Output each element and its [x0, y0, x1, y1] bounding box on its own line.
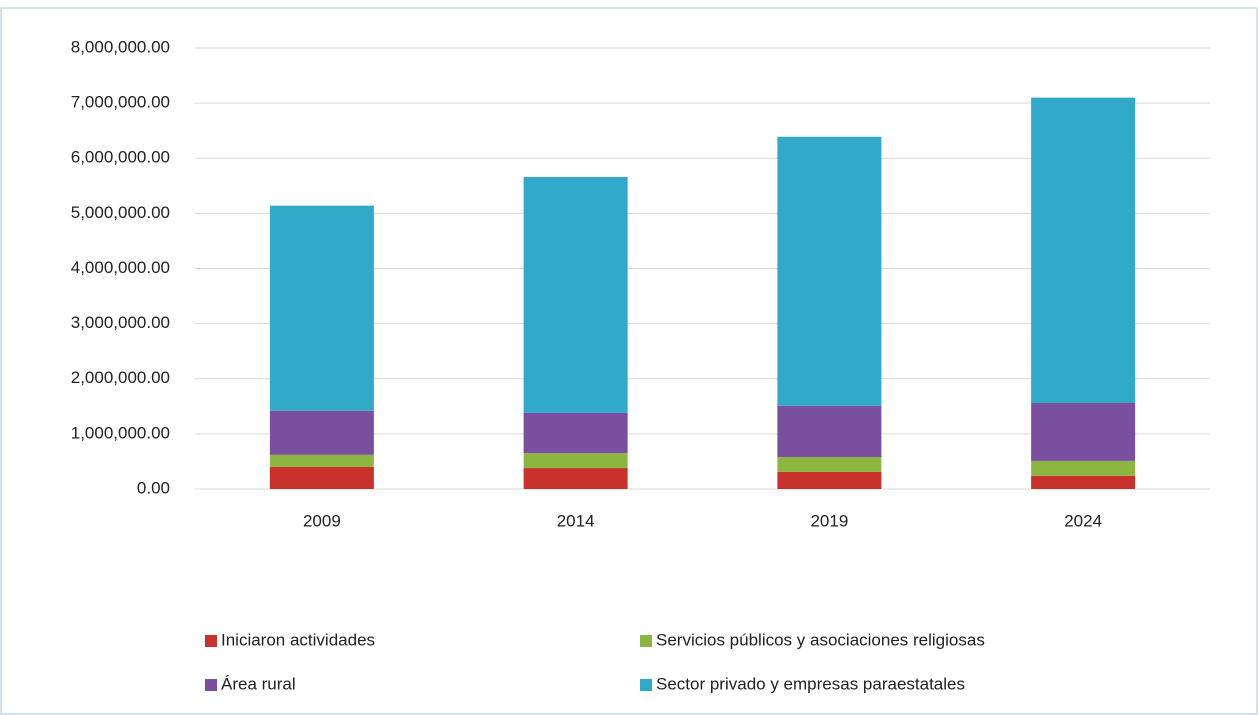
y-tick-label: 2,000,000.00 [71, 368, 170, 387]
bar-segment [1031, 475, 1136, 489]
legend-label: Sector privado y empresas paraestatales [656, 674, 965, 693]
legend-swatch [640, 635, 652, 647]
y-tick-label: 6,000,000.00 [71, 148, 170, 167]
x-tick-label: 2019 [810, 511, 848, 530]
y-tick-label: 7,000,000.00 [71, 93, 170, 112]
bar-segment [523, 468, 628, 489]
legend-label: Área rural [221, 674, 296, 693]
y-tick-label: 3,000,000.00 [71, 313, 170, 332]
bar-segment [269, 205, 374, 411]
bar-segment [269, 454, 374, 467]
legend-swatch [205, 679, 217, 691]
bar-segment [777, 136, 882, 406]
bar-segment [269, 466, 374, 489]
bar-segment [1031, 403, 1136, 461]
legend-label: Servicios públicos y asociaciones religi… [656, 630, 985, 649]
x-tick-label: 2024 [1064, 511, 1102, 530]
y-tick-label: 5,000,000.00 [71, 203, 170, 222]
bar-segment [777, 457, 882, 472]
legend-swatch [205, 635, 217, 647]
legend-label: Iniciaron actividades [221, 630, 375, 649]
y-tick-label: 8,000,000.00 [71, 37, 170, 56]
y-tick-label: 4,000,000.00 [71, 258, 170, 277]
bar-segment [269, 410, 374, 455]
bar-segment [523, 176, 628, 413]
legend-swatch [640, 679, 652, 691]
bar-segment [523, 453, 628, 469]
bar-segment [1031, 97, 1136, 404]
bar-segment [777, 471, 882, 489]
y-tick-label: 1,000,000.00 [71, 423, 170, 442]
x-tick-label: 2009 [303, 511, 341, 530]
bar-segment [523, 412, 628, 454]
x-tick-label: 2014 [557, 511, 595, 530]
bar-segment [1031, 460, 1136, 476]
y-tick-label: 0.00 [137, 478, 170, 497]
bar-segment [777, 405, 882, 458]
